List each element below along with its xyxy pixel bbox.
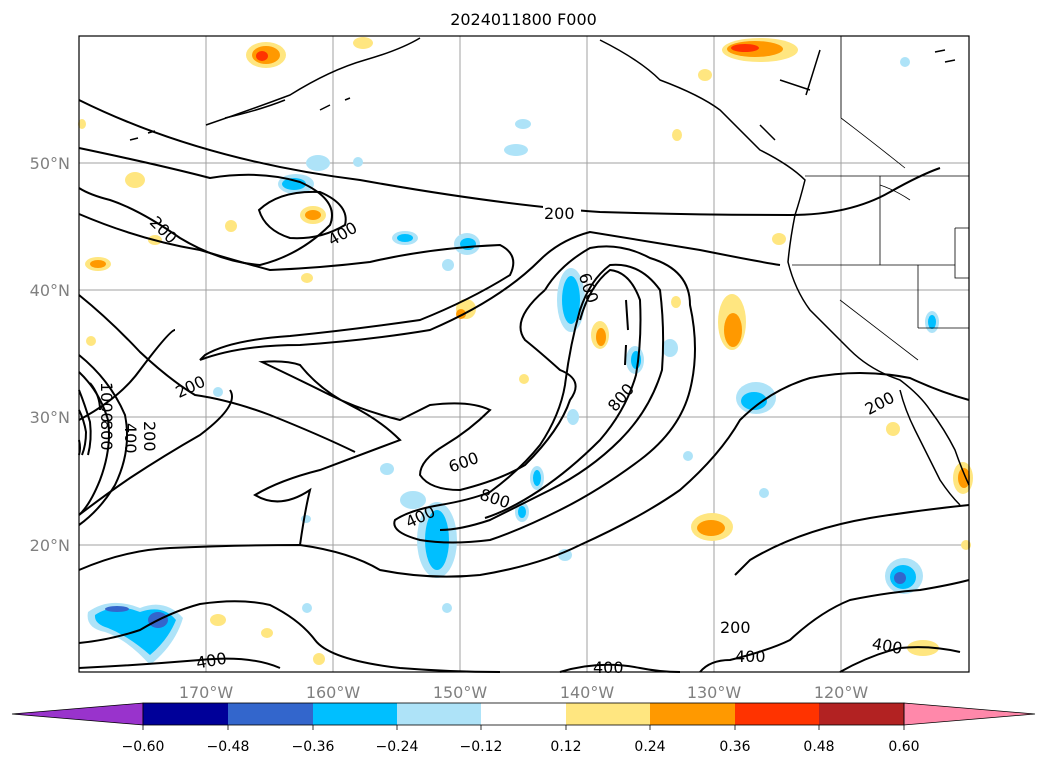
coastlines — [129, 37, 970, 506]
lat-tick: 30°N — [30, 408, 70, 427]
map-title: 2024011800 F000 — [450, 10, 597, 29]
lon-tick: 140°W — [560, 683, 615, 702]
lat-tick: 50°N — [30, 154, 70, 173]
lat-tick: 20°N — [30, 536, 70, 555]
contour-label: 400 — [593, 658, 624, 677]
contour-label: 200 — [544, 204, 575, 223]
lon-tick: 160°W — [306, 683, 361, 702]
longitude-ticks: 170°W 160°W 150°W 140°W 130°W 120°W — [179, 683, 869, 702]
colorbar-tick: 0.24 — [634, 739, 665, 755]
colorbar-tick: −0.24 — [376, 739, 419, 755]
contour-label: 800 — [97, 420, 116, 451]
colorbar-tick: −0.48 — [207, 739, 250, 755]
colorbar-extend-low — [11, 702, 144, 726]
colorbar-extend-high — [903, 702, 1036, 726]
colorbar-tick: 0.48 — [803, 739, 834, 755]
map-background — [79, 36, 969, 672]
contour-label: 200 — [720, 618, 751, 637]
colorbar-tick: −0.60 — [122, 739, 165, 755]
contour-label: 400 — [121, 423, 140, 454]
lon-tick: 120°W — [814, 683, 869, 702]
contour-label: 1000 — [97, 382, 116, 423]
colorbar-tick: 0.36 — [719, 739, 750, 755]
latitude-ticks: 20°N 30°N 40°N 50°N — [30, 154, 70, 555]
contour-label: 200 — [140, 421, 159, 452]
contour-label: 400 — [735, 647, 766, 666]
colorbar-tick: −0.36 — [292, 739, 335, 755]
colorbar: −0.60 −0.48 −0.36 −0.24 −0.12 0.12 0.24 … — [11, 702, 1036, 755]
lon-tick: 130°W — [687, 683, 742, 702]
height-contours — [78, 99, 970, 673]
lat-tick: 40°N — [30, 281, 70, 300]
lon-tick: 170°W — [179, 683, 234, 702]
colorbar-tick: −0.12 — [460, 739, 503, 755]
map-frame — [78, 35, 970, 673]
lon-tick: 150°W — [433, 683, 488, 702]
colorbar-tick: 0.12 — [550, 739, 581, 755]
political-borders — [792, 36, 969, 361]
colorbar-tick: 0.60 — [888, 739, 919, 755]
